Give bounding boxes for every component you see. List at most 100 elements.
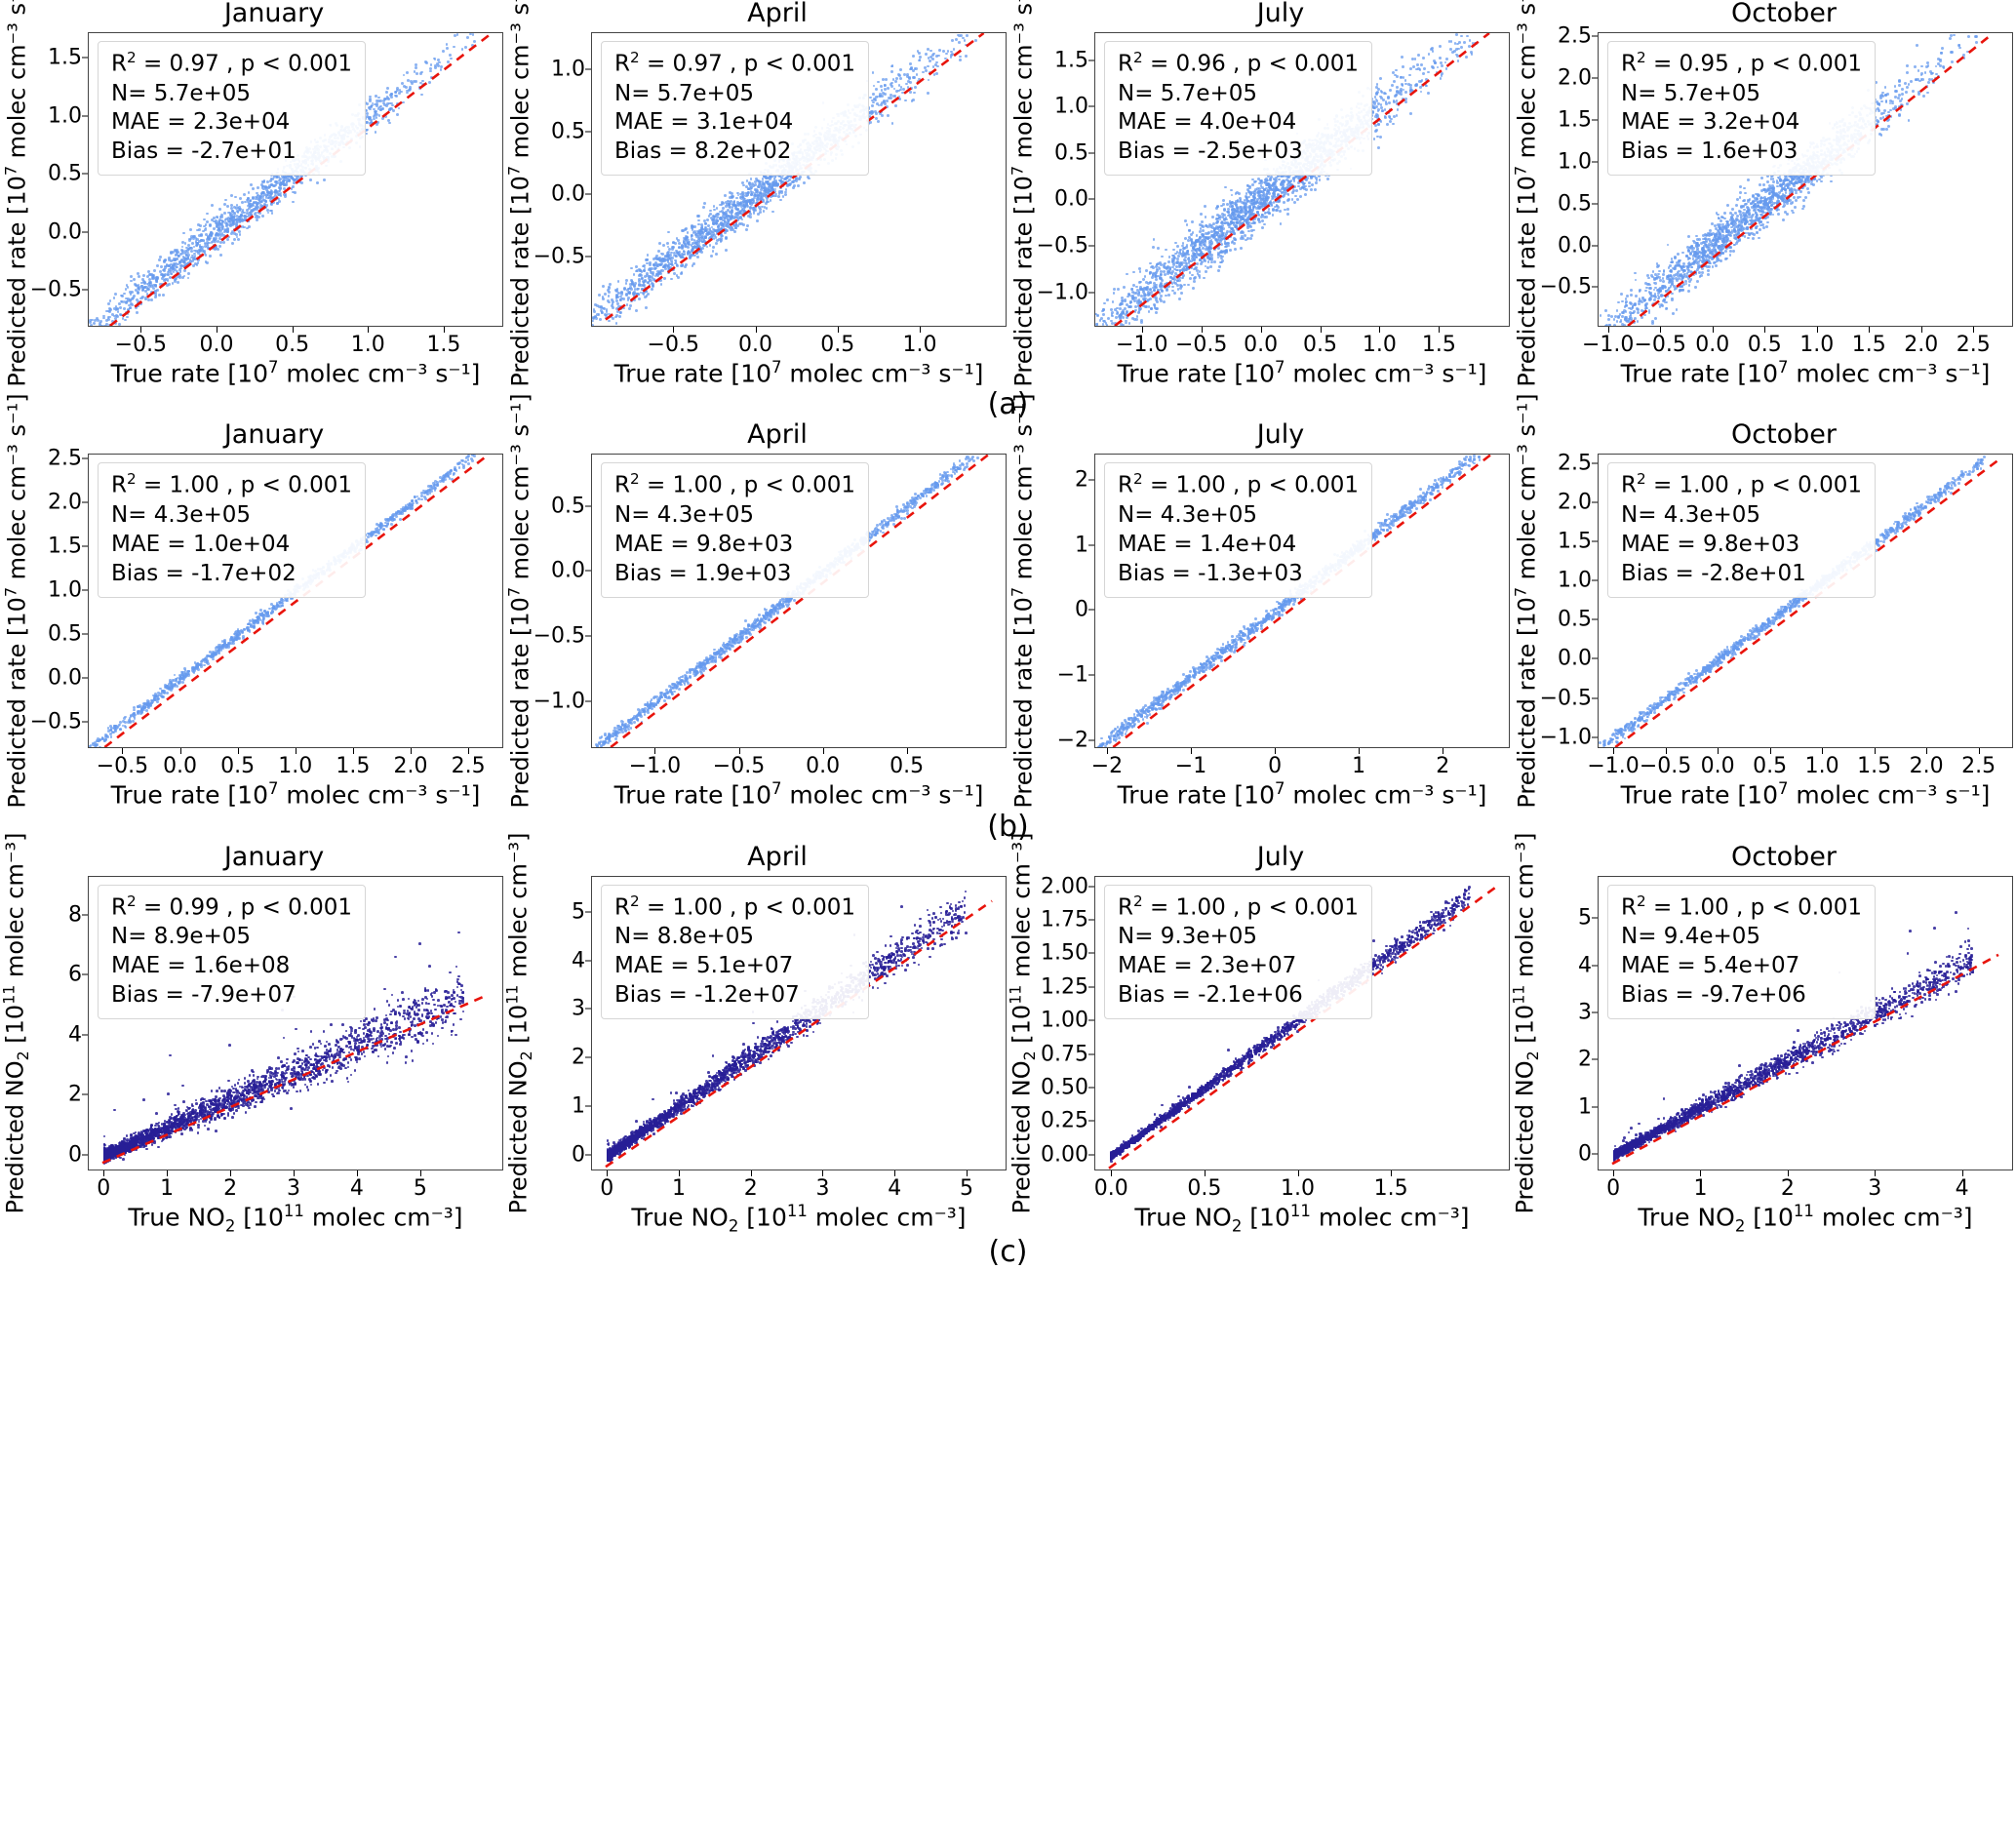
scatter-panel: April Predicted rate [107 molec cm⁻³ s⁻¹]…	[503, 421, 1007, 809]
plot-axes: R2 = 0.95 , p < 0.001 N= 5.7e+05 MAE = 3.2…	[1598, 32, 2013, 327]
y-tick-label: 0.25	[1041, 1109, 1088, 1133]
y-tick-label: 1.0	[551, 58, 585, 82]
y-tick-label: −0.5	[1037, 234, 1088, 258]
x-tick-label: 1.0	[1363, 333, 1397, 357]
x-tick-label: −0.5	[1634, 333, 1685, 357]
x-tick-mark	[1379, 327, 1380, 333]
y-axis-ticks: 0.00 0.25 0.50 0.75 1.00 1.25 1.50 1.75 2.00	[1040, 876, 1094, 1169]
y-tick-label: 1.5	[1558, 108, 1592, 133]
scatter-panel: January Predicted NO2 [1011 molec cm⁻³] 0 2…	[0, 844, 503, 1235]
x-tick-mark	[739, 748, 740, 754]
plot-axes: R2 = 0.97 , p < 0.001 N= 5.7e+05 MAE = 2.3…	[88, 32, 503, 327]
y-tick-label: 0.75	[1041, 1042, 1088, 1066]
plot-area-wrapper: Predicted rate [107 molec cm⁻³ s⁻¹] −0.5 0…	[0, 454, 503, 748]
y-axis-label: Predicted NO2 [1011 molec cm⁻³]	[0, 876, 33, 1170]
plot-area-wrapper: Predicted rate [107 molec cm⁻³ s⁻¹] −0.5 0…	[0, 32, 503, 327]
stat-mae: MAE = 3.1e+04	[614, 108, 855, 138]
x-tick-label: 2	[1436, 754, 1449, 778]
x-tick-mark	[920, 327, 921, 333]
statistics-box: R2 = 1.00 , p < 0.001 N= 4.3e+05 MAE = 1.0…	[98, 462, 366, 597]
stat-bias: Bias = 1.9e+03	[614, 560, 855, 589]
x-tick-mark	[1921, 327, 1922, 333]
plot-area-wrapper: Predicted rate [107 molec cm⁻³ s⁻¹] −1.0−…	[1007, 32, 1510, 327]
y-tick-label: 2.00	[1041, 874, 1088, 898]
y-tick-label: 1.75	[1041, 908, 1088, 932]
stat-mae: MAE = 9.8e+03	[1621, 531, 1862, 560]
statistics-box: R2 = 0.96 , p < 0.001 N= 5.7e+05 MAE = 4.0…	[1104, 41, 1372, 176]
x-tick-mark	[1359, 748, 1360, 754]
stat-r2: R2 = 0.95 , p < 0.001	[1621, 49, 1862, 80]
x-tick-mark	[1298, 1170, 1299, 1176]
x-tick-mark	[1875, 748, 1876, 754]
y-axis-ticks: −1.0 −0.5 0.0 0.5 1.0 1.5 2.0 2.5	[1543, 454, 1598, 746]
x-tick-label: 1.5	[336, 754, 370, 778]
stat-mae: MAE = 1.6e+08	[111, 952, 352, 981]
x-tick-label: 0	[97, 1176, 110, 1201]
x-tick-mark	[823, 748, 824, 754]
plot-axes: R2 = 1.00 , p < 0.001 N= 4.3e+05 MAE = 9.8…	[591, 454, 1007, 748]
y-tick-label: 0.50	[1041, 1076, 1088, 1100]
y-axis-ticks: −0.5 0.0 0.5 1.0 1.5	[33, 32, 88, 325]
x-tick-label: −2	[1091, 754, 1123, 778]
x-tick-label: −1.0	[1582, 333, 1634, 357]
panel-row-c: January Predicted NO2 [1011 molec cm⁻³] 0 2…	[0, 844, 2016, 1235]
x-tick-label: 4	[888, 1176, 901, 1201]
x-axis-ticks: −0.5 0.0 0.5 1.0 1.5 2.0 2.5	[88, 748, 503, 777]
y-tick-label: −0.5	[1540, 275, 1592, 299]
stat-mae: MAE = 2.3e+07	[1118, 952, 1359, 981]
x-tick-mark	[1613, 748, 1614, 754]
figure-row-b: January Predicted rate [107 molec cm⁻³ s⁻…	[0, 421, 2016, 843]
y-axis-ticks: −0.5 0.0 0.5 1.0	[536, 32, 591, 325]
x-tick-mark	[756, 327, 757, 333]
y-tick-label: 2.0	[48, 490, 82, 514]
x-tick-label: 1.5	[426, 333, 460, 357]
x-axis-label: True rate [107 molec cm⁻³ s⁻¹]	[1094, 777, 1510, 809]
y-axis-label: Predicted rate [107 molec cm⁻³ s⁻¹]	[1510, 454, 1543, 748]
y-tick-label: 1	[1578, 1094, 1592, 1119]
y-tick-label: 4	[1578, 953, 1592, 977]
statistics-box: R2 = 1.00 , p < 0.001 N= 4.3e+05 MAE = 1.4…	[1104, 462, 1372, 597]
x-axis-label: True rate [107 molec cm⁻³ s⁻¹]	[591, 356, 1007, 387]
y-tick-label: −1.0	[1540, 725, 1592, 749]
x-tick-mark	[1822, 748, 1823, 754]
x-tick-mark	[1962, 1170, 1963, 1176]
statistics-box: R2 = 1.00 , p < 0.001 N= 8.8e+05 MAE = 5.1…	[601, 885, 869, 1019]
x-tick-label: 4	[1956, 1176, 1969, 1201]
panel-title: October	[1510, 844, 2013, 870]
statistics-box: R2 = 1.00 , p < 0.001 N= 4.3e+05 MAE = 9.8…	[601, 462, 869, 597]
x-axis-ticks: −0.5 0.0 0.5 1.0	[591, 327, 1007, 356]
stat-r2: R2 = 0.99 , p < 0.001	[111, 892, 352, 924]
y-tick-label: 5	[1578, 906, 1592, 931]
x-axis-label: True rate [107 molec cm⁻³ s⁻¹]	[591, 777, 1007, 809]
y-tick-label: 0	[68, 1142, 82, 1167]
y-tick-label: 4	[572, 948, 585, 972]
x-tick-mark	[1205, 1170, 1206, 1176]
x-tick-label: 2.0	[1910, 754, 1944, 778]
x-tick-label: 0	[1606, 1176, 1620, 1201]
x-tick-label: 0.5	[220, 754, 255, 778]
x-tick-mark	[1111, 1170, 1112, 1176]
panel-title: April	[503, 844, 1007, 870]
panel-title: January	[0, 844, 503, 870]
x-axis-ticks: −1.0 −0.5 0.0 0.5 1.0 1.5 2.0 2.5	[1598, 748, 2013, 777]
stat-bias: Bias = -1.3e+03	[1118, 560, 1359, 589]
y-tick-label: 1	[572, 1093, 585, 1118]
x-tick-label: 1.0	[1281, 1176, 1315, 1201]
x-axis-ticks: 0.0 0.5 1.0 1.5	[1094, 1170, 1510, 1200]
y-tick-label: −1	[1057, 662, 1088, 687]
x-tick-label: −1.0	[1116, 333, 1167, 357]
x-tick-mark	[294, 1170, 295, 1176]
x-tick-mark	[357, 1170, 358, 1176]
plot-axes: R2 = 1.00 , p < 0.001 N= 9.4e+05 MAE = 5.4…	[1598, 876, 2013, 1170]
figure-row-c: January Predicted NO2 [1011 molec cm⁻³] 0 2…	[0, 844, 2016, 1269]
stat-r2: R2 = 1.00 , p < 0.001	[614, 892, 855, 924]
scatter-panel: July Predicted rate [107 molec cm⁻³ s⁻¹] −…	[1007, 421, 1510, 809]
y-tick-label: 0.5	[551, 120, 585, 144]
y-tick-label: 1.5	[48, 46, 82, 70]
x-tick-mark	[894, 1170, 895, 1176]
y-tick-label: 0.00	[1041, 1142, 1088, 1167]
y-tick-label: −0.5	[534, 244, 585, 268]
x-tick-mark	[654, 748, 655, 754]
